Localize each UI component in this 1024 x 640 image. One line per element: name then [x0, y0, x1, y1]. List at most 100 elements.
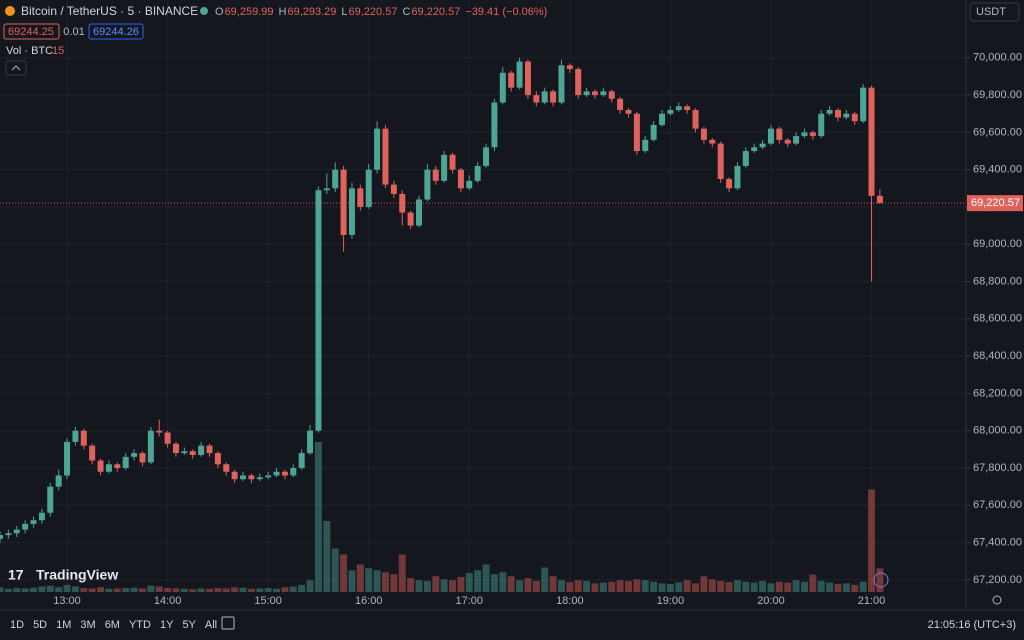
- volume-bar: [155, 586, 163, 592]
- range-button[interactable]: 5Y: [182, 619, 196, 631]
- settings-icon[interactable]: [992, 595, 1002, 605]
- volume-bar: [868, 489, 876, 592]
- volume-bar: [222, 588, 230, 592]
- volume-bar: [834, 584, 842, 592]
- range-button[interactable]: 5D: [33, 619, 47, 631]
- range-button[interactable]: 1Y: [160, 619, 174, 631]
- volume-bar: [608, 581, 616, 592]
- volume-bar: [792, 580, 800, 592]
- candle-body: [700, 128, 707, 140]
- candle-body: [776, 128, 783, 140]
- volume-bar: [524, 578, 532, 592]
- volume-bar: [465, 573, 473, 592]
- collapse-button[interactable]: [5, 60, 27, 76]
- volume-bar: [733, 580, 741, 592]
- candle-body: [575, 68, 582, 96]
- volume-bar: [105, 588, 113, 592]
- candle-body: [30, 520, 37, 524]
- events-icon[interactable]: [873, 572, 889, 588]
- volume-bar: [842, 583, 850, 592]
- ohlc-value: 69,220.57: [349, 6, 398, 18]
- x-tick-label: 17:00: [456, 595, 484, 607]
- currency-button[interactable]: [969, 2, 1020, 22]
- range-button[interactable]: All: [205, 619, 217, 631]
- candle-body: [524, 61, 531, 96]
- bid-box[interactable]: [3, 23, 60, 40]
- volume-bar: [516, 580, 524, 592]
- volume-bar: [742, 581, 750, 592]
- volume-label: Vol · BTC: [6, 45, 53, 57]
- candle-body: [566, 65, 573, 69]
- volume-bar: [440, 579, 448, 592]
- volume-bar: [71, 586, 79, 592]
- candle-body: [164, 432, 171, 444]
- y-tick-label: 67,800.00: [973, 462, 1022, 474]
- ask-box[interactable]: [88, 23, 144, 40]
- candle-body: [13, 529, 20, 534]
- ohlc-value: 69,220.57: [411, 6, 460, 18]
- date-range-icon[interactable]: [221, 616, 235, 630]
- volume-bar: [641, 580, 649, 592]
- x-tick-label: 14:00: [154, 595, 182, 607]
- candle-body: [97, 460, 104, 472]
- candle-body: [483, 147, 490, 166]
- volume-bar: [490, 574, 498, 592]
- volume-bar: [138, 588, 146, 592]
- range-button[interactable]: YTD: [129, 619, 151, 631]
- candle-body: [474, 165, 481, 181]
- candle-body: [659, 113, 666, 125]
- candle-body: [340, 169, 347, 235]
- volume-bar: [876, 568, 884, 592]
- x-tick-label: 13:00: [53, 595, 81, 607]
- candle-body: [751, 147, 758, 152]
- ohlc-value: 69,259.99: [225, 6, 274, 18]
- volume-bar: [557, 580, 565, 592]
- x-tick-label: 21:00: [858, 595, 886, 607]
- candle-body: [617, 98, 624, 111]
- volume-bar: [314, 442, 322, 592]
- y-tick-label: 68,000.00: [973, 425, 1022, 437]
- collapse-icon: [11, 65, 21, 71]
- candle-body: [315, 190, 322, 431]
- volume-bar: [784, 582, 792, 592]
- volume-bar: [63, 584, 71, 592]
- candle-body: [742, 151, 749, 166]
- y-tick-label: 68,200.00: [973, 387, 1022, 399]
- volume-bar: [457, 577, 465, 592]
- candle-body: [717, 143, 724, 179]
- candle-body: [0, 535, 3, 539]
- candle-body: [416, 199, 422, 226]
- change: −39.41 (−0.06%): [465, 6, 547, 18]
- volume-bar: [281, 587, 289, 592]
- candle-body: [357, 188, 364, 207]
- volume-bar: [633, 579, 641, 592]
- volume-bar: [197, 588, 205, 592]
- volume-bar: [206, 588, 213, 592]
- candle-body: [181, 451, 188, 454]
- range-button[interactable]: 6M: [105, 619, 120, 631]
- candle-body: [457, 169, 464, 189]
- candle-body: [139, 453, 146, 463]
- range-button[interactable]: 1M: [56, 619, 71, 631]
- candle-body: [307, 430, 314, 454]
- candle-body: [759, 143, 766, 148]
- y-tick-label: 68,600.00: [973, 313, 1022, 325]
- y-tick-label: 69,800.00: [973, 89, 1022, 101]
- candle-body: [47, 486, 54, 513]
- volume-bar: [189, 589, 197, 592]
- candle-body: [876, 195, 883, 204]
- y-tick-label: 67,600.00: [973, 499, 1022, 511]
- volume-bar: [239, 587, 247, 592]
- clock: 21:05:16 (UTC+3): [928, 619, 1016, 631]
- range-button[interactable]: 3M: [80, 619, 95, 631]
- volume-bar: [541, 567, 549, 592]
- volume-bar: [750, 582, 758, 592]
- range-button[interactable]: 1D: [10, 619, 24, 631]
- volume-bar: [30, 587, 38, 592]
- volume-bar: [826, 582, 834, 592]
- ask: 69244.26: [93, 26, 139, 38]
- x-tick-label: 20:00: [757, 595, 785, 607]
- y-tick-label: 68,800.00: [973, 275, 1022, 287]
- volume-bar: [306, 580, 314, 592]
- candle-body: [499, 72, 506, 103]
